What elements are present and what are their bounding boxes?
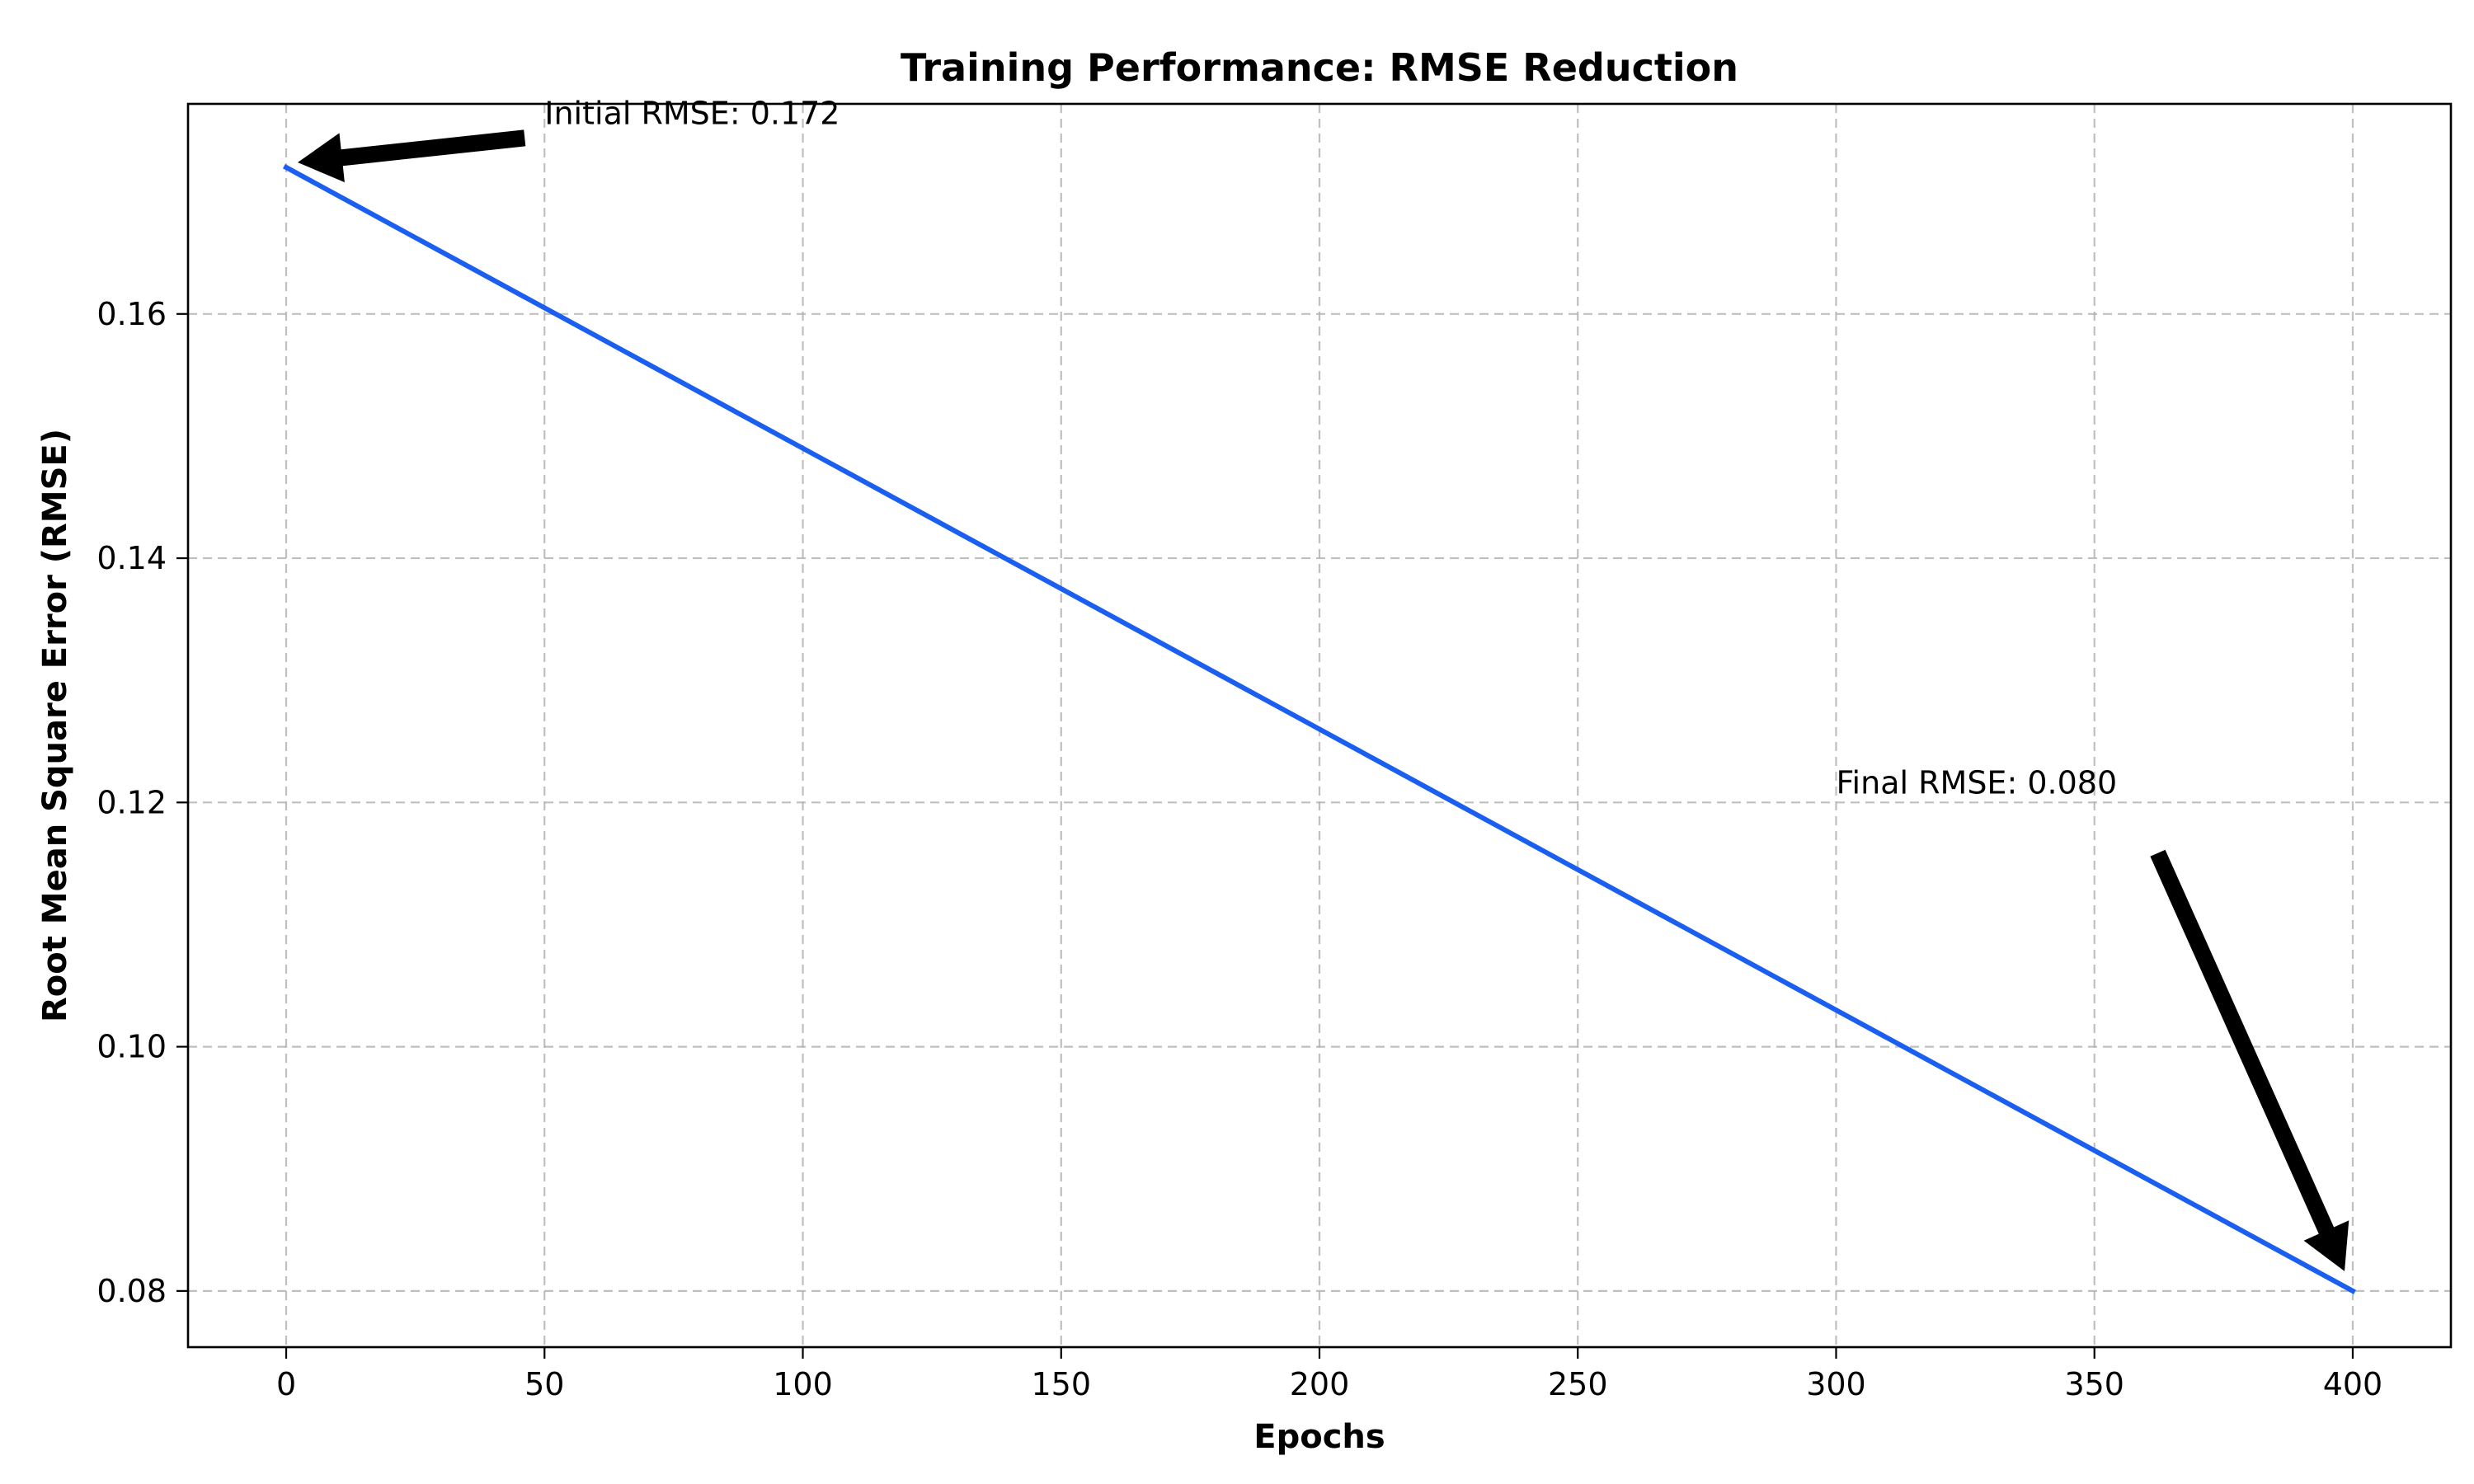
- initial-rmse-annotation: Initial RMSE: 0.172: [544, 95, 840, 131]
- chart-title: Training Performance: RMSE Reduction: [901, 45, 1738, 90]
- y-tick-label: 0.08: [96, 1273, 167, 1309]
- y-axis-label: Root Mean Square Error (RMSE): [36, 429, 74, 1022]
- x-tick-label: 300: [1806, 1366, 1866, 1402]
- series-layer: [282, 163, 2357, 1294]
- x-tick-label: 150: [1031, 1366, 1091, 1402]
- x-axis-label: Epochs: [1253, 1418, 1385, 1456]
- x-tick-label: 400: [2323, 1366, 2383, 1402]
- y-tick-label: 0.10: [96, 1029, 167, 1065]
- x-tick-label: 200: [1290, 1366, 1350, 1402]
- final-rmse-arrow: [2150, 849, 2349, 1271]
- y-tick-label: 0.14: [96, 540, 167, 576]
- axis-ticks: 0 50 100 150 200 250 300 350 400 0.08 0.10 0.12 0.14…: [96, 296, 2382, 1402]
- initial-rmse-arrow: [298, 129, 526, 183]
- x-tick-label: 250: [1548, 1366, 1608, 1402]
- x-tick-label: 350: [2064, 1366, 2124, 1402]
- x-tick-label: 0: [276, 1366, 296, 1402]
- grid-lines: [188, 104, 2451, 1347]
- final-rmse-annotation: Final RMSE: 0.080: [1836, 765, 2117, 801]
- x-tick-label: 50: [524, 1366, 564, 1402]
- y-tick-label: 0.16: [96, 296, 167, 332]
- x-tick-label: 100: [773, 1366, 833, 1402]
- annotations: Initial RMSE: 0.172 Final RMSE: 0.080: [298, 95, 2349, 1271]
- rmse-series-line: [282, 163, 2357, 1294]
- y-tick-label: 0.12: [96, 784, 167, 820]
